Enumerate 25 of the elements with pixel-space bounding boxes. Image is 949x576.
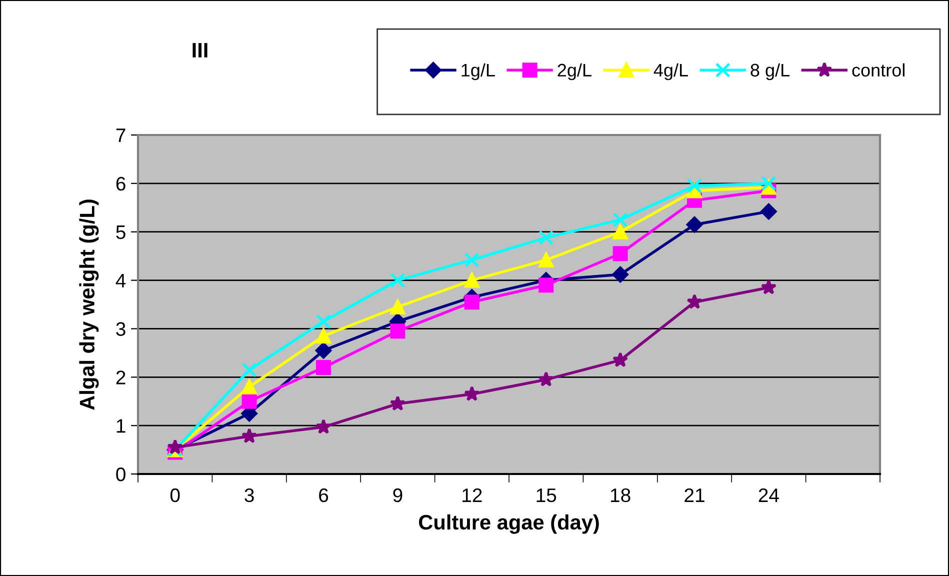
x-tick-label: 6 <box>319 488 328 502</box>
y-tick-label: 4 <box>116 274 126 288</box>
y-tick-label: 7 <box>116 128 126 142</box>
x-tick-label: 24 <box>758 488 779 502</box>
x-tick-label: 18 <box>610 488 630 502</box>
x-tick-label: 3 <box>244 488 254 502</box>
legend-label: 2g/L <box>558 63 592 80</box>
y-tick-label: 6 <box>116 176 126 191</box>
legend-label: control <box>852 63 904 77</box>
x-tick-label: 15 <box>536 488 556 502</box>
y-axis-title: Algal dry weight (g/L) <box>79 200 99 410</box>
x-tick-label: 12 <box>462 488 482 502</box>
legend-label: 1g/L <box>462 63 495 80</box>
y-tick-label: 3 <box>116 322 126 336</box>
x-tick-label: 21 <box>684 488 704 502</box>
y-tick-label: 1 <box>116 419 126 433</box>
x-tick-label: 0 <box>170 488 180 502</box>
y-tick-label: 5 <box>116 226 126 240</box>
y-tick-label: 2 <box>116 370 126 384</box>
legend-label: 8 g/L <box>750 63 790 80</box>
x-tick-label: 9 <box>393 488 402 502</box>
chart-title: III <box>192 43 208 58</box>
x-axis-title: Culture agae (day) <box>418 514 599 534</box>
y-tick-label: 0 <box>116 467 126 482</box>
legend-label: 4g/L <box>654 63 688 80</box>
